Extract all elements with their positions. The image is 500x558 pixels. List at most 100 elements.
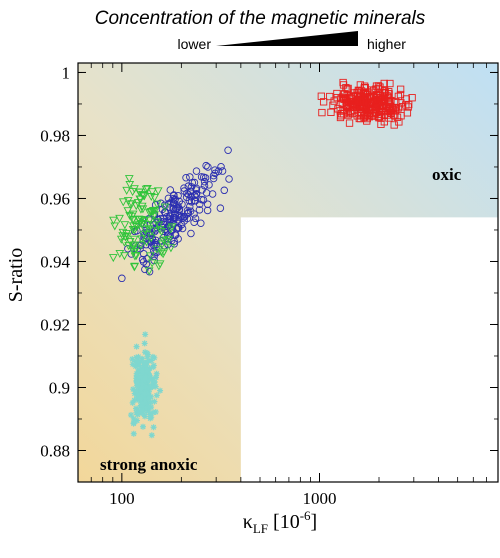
circle-point <box>216 204 225 212</box>
star-point <box>132 363 139 370</box>
triangle-down-point <box>120 252 129 261</box>
square-point <box>348 103 356 112</box>
triangle-down-point <box>128 226 138 235</box>
star-point <box>142 349 149 356</box>
x-axis-label: κLF [10-6] <box>243 508 317 536</box>
square-point <box>396 90 405 99</box>
circle-point <box>168 226 176 235</box>
circle-point <box>152 240 161 249</box>
star-point <box>135 362 142 369</box>
star-point <box>147 399 154 406</box>
square-point <box>374 85 383 93</box>
triangle-down-point <box>125 237 135 246</box>
star-point <box>140 410 147 417</box>
star-point <box>136 395 143 402</box>
circle-point <box>172 205 181 213</box>
triangle-down-point <box>145 216 155 225</box>
star-point <box>139 367 146 374</box>
square-point <box>361 82 369 90</box>
concentration-wedge <box>216 31 358 46</box>
y-tick-label: 1 <box>62 63 71 82</box>
square-point <box>344 108 352 116</box>
star-point <box>134 381 141 388</box>
square-point <box>373 94 382 102</box>
circle-point <box>149 241 158 249</box>
star-point <box>142 377 149 384</box>
square-point <box>365 113 374 121</box>
circle-point <box>225 175 233 183</box>
star-point <box>138 385 145 392</box>
star-point <box>146 372 153 379</box>
circle-point <box>164 231 172 240</box>
square-point <box>360 112 369 120</box>
x-axis-label-close: ] <box>311 511 318 533</box>
star-point <box>141 394 148 401</box>
circle-point <box>141 265 149 274</box>
circle-point <box>190 210 198 218</box>
square-point <box>402 95 410 103</box>
star-point <box>144 384 151 391</box>
triangle-down-point <box>135 188 144 197</box>
star-point <box>142 383 149 390</box>
triangle-down-point <box>147 227 157 236</box>
circle-point <box>171 231 180 239</box>
circle-point <box>202 161 210 170</box>
header-lower-label: lower <box>178 36 212 52</box>
square-point <box>394 104 402 112</box>
circle-point <box>180 184 188 192</box>
star-point <box>133 343 140 350</box>
star-point <box>149 353 156 360</box>
circle-point <box>195 206 204 214</box>
star-point <box>138 387 145 394</box>
circle-point <box>187 187 195 196</box>
star-point <box>149 409 156 416</box>
x-axis-label-unit: [10 <box>268 511 300 533</box>
star-point <box>157 387 164 394</box>
square-point <box>385 98 393 107</box>
triangle-down-point <box>145 252 155 261</box>
circle-point <box>170 213 178 221</box>
triangle-down-point <box>158 250 168 259</box>
star-point <box>144 350 151 357</box>
circle-point <box>218 167 227 175</box>
y-tick-label: 0.96 <box>40 189 70 208</box>
triangle-down-point <box>148 207 158 216</box>
star-point <box>130 430 137 437</box>
star-point <box>149 384 156 391</box>
triangle-down-point <box>155 260 165 269</box>
star-point <box>148 404 155 411</box>
triangle-down-point <box>136 195 145 204</box>
y-tick-label: 0.98 <box>40 126 70 145</box>
plot-area <box>78 63 498 483</box>
circle-point <box>145 267 154 276</box>
star-point <box>141 397 148 404</box>
triangle-down-point <box>115 214 124 223</box>
triangle-down-point <box>137 202 147 211</box>
x-tick-label: 1000 <box>303 489 337 508</box>
star-point <box>144 353 151 360</box>
circle-point <box>166 186 175 194</box>
square-point <box>356 97 364 106</box>
square-point <box>340 95 348 103</box>
triangle-down-point <box>139 217 148 226</box>
square-point <box>374 95 382 104</box>
triangle-down-point <box>109 216 118 225</box>
star-point <box>151 378 158 385</box>
y-tick-label: 0.92 <box>40 315 70 334</box>
y-axis-label: S-ratio <box>5 248 27 302</box>
triangle-down-point <box>160 203 170 212</box>
star-point <box>134 417 141 424</box>
circle-point <box>138 255 147 264</box>
x-axis-label-sub: LF <box>253 521 268 536</box>
star-point <box>129 399 136 406</box>
triangle-down-point <box>164 235 174 244</box>
circle-point <box>187 198 196 206</box>
circle-point <box>191 214 200 223</box>
triangle-down-point <box>123 232 132 241</box>
star-point <box>134 411 141 418</box>
circle-point <box>157 199 165 207</box>
star-point <box>141 413 148 420</box>
triangle-down-point <box>137 215 146 224</box>
star-point <box>151 398 158 405</box>
star-point <box>147 414 154 421</box>
